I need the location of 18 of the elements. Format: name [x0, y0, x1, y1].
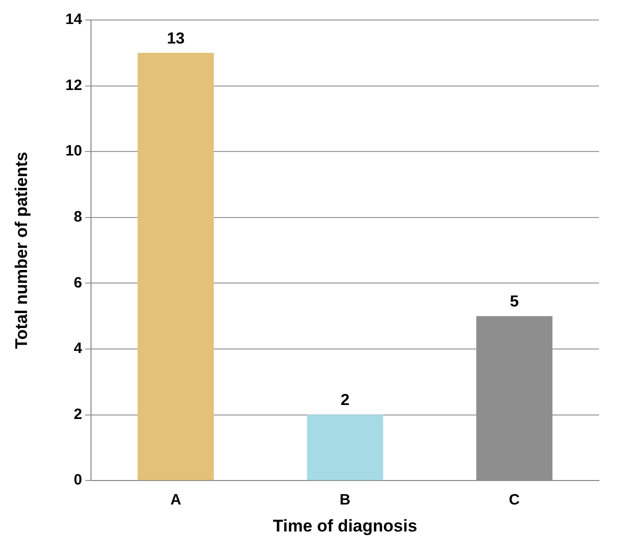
y-axis-title: Total number of patients: [12, 152, 31, 349]
y-tick-label: 10: [65, 142, 82, 160]
x-tick-label: A: [170, 492, 182, 509]
x-axis-title: Time of diagnosis: [272, 516, 418, 536]
x-tick-label: B: [340, 492, 351, 509]
bar: [138, 52, 214, 480]
data-label: 13: [166, 30, 185, 48]
bar: [306, 414, 384, 480]
y-tick-label: 0: [74, 472, 82, 489]
x-tick-label: C: [508, 492, 520, 509]
y-tick-label: 14: [65, 11, 83, 28]
data-label: 2: [340, 392, 350, 410]
y-tick-label: 4: [74, 340, 83, 358]
y-tick-label: 8: [74, 208, 82, 226]
y-tick-label: 6: [74, 274, 82, 292]
data-label: 5: [510, 294, 519, 311]
y-tick-label: 2: [74, 406, 82, 423]
y-tick-label: 12: [65, 76, 82, 94]
